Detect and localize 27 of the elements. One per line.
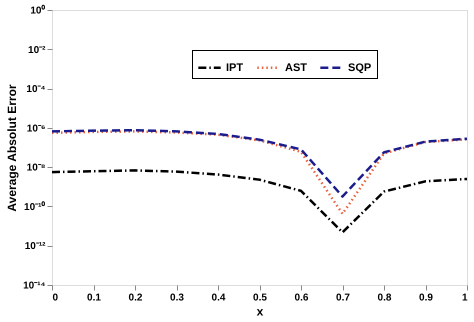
- y-tick-label: 10⁻¹⁰: [24, 200, 46, 213]
- x-tick-label: 0.7: [336, 292, 350, 304]
- line-series: [50, 130, 468, 216]
- x-tick-label: 0.4: [212, 292, 226, 304]
- legend-label: IPT: [226, 62, 244, 74]
- y-axis-title: Average Absolut Error: [5, 84, 20, 212]
- y-tick-label: 10⁻⁸: [26, 162, 46, 174]
- y-tick-label: 10⁻⁶: [26, 123, 46, 134]
- x-tick-label: 0.6: [294, 292, 309, 304]
- x-tick-label: 0.9: [419, 292, 434, 304]
- y-tick-label: 10⁻⁴: [26, 84, 46, 96]
- y-tick-label: 10⁻¹⁴: [23, 280, 46, 292]
- x-tick-label: 0.5: [253, 292, 268, 304]
- x-tick-label: 0.1: [87, 292, 102, 304]
- y-tick-label: 10⁰: [30, 4, 46, 16]
- x-tick-label: 0.8: [378, 292, 392, 304]
- x-axis-title: x: [256, 304, 264, 318]
- x-tick-label: 0: [52, 292, 58, 304]
- line-series: [50, 128, 468, 198]
- legend-label: SQP: [348, 62, 372, 74]
- line-series: [50, 169, 468, 234]
- y-tick-label: 10⁻²: [28, 44, 46, 56]
- y-tick-label: 10⁻¹²: [24, 241, 46, 252]
- x-tick-label: 1: [462, 292, 468, 304]
- x-tick-label: 0.2: [128, 292, 143, 304]
- x-tick-label: 0.3: [170, 292, 184, 304]
- legend-label: AST: [285, 62, 308, 74]
